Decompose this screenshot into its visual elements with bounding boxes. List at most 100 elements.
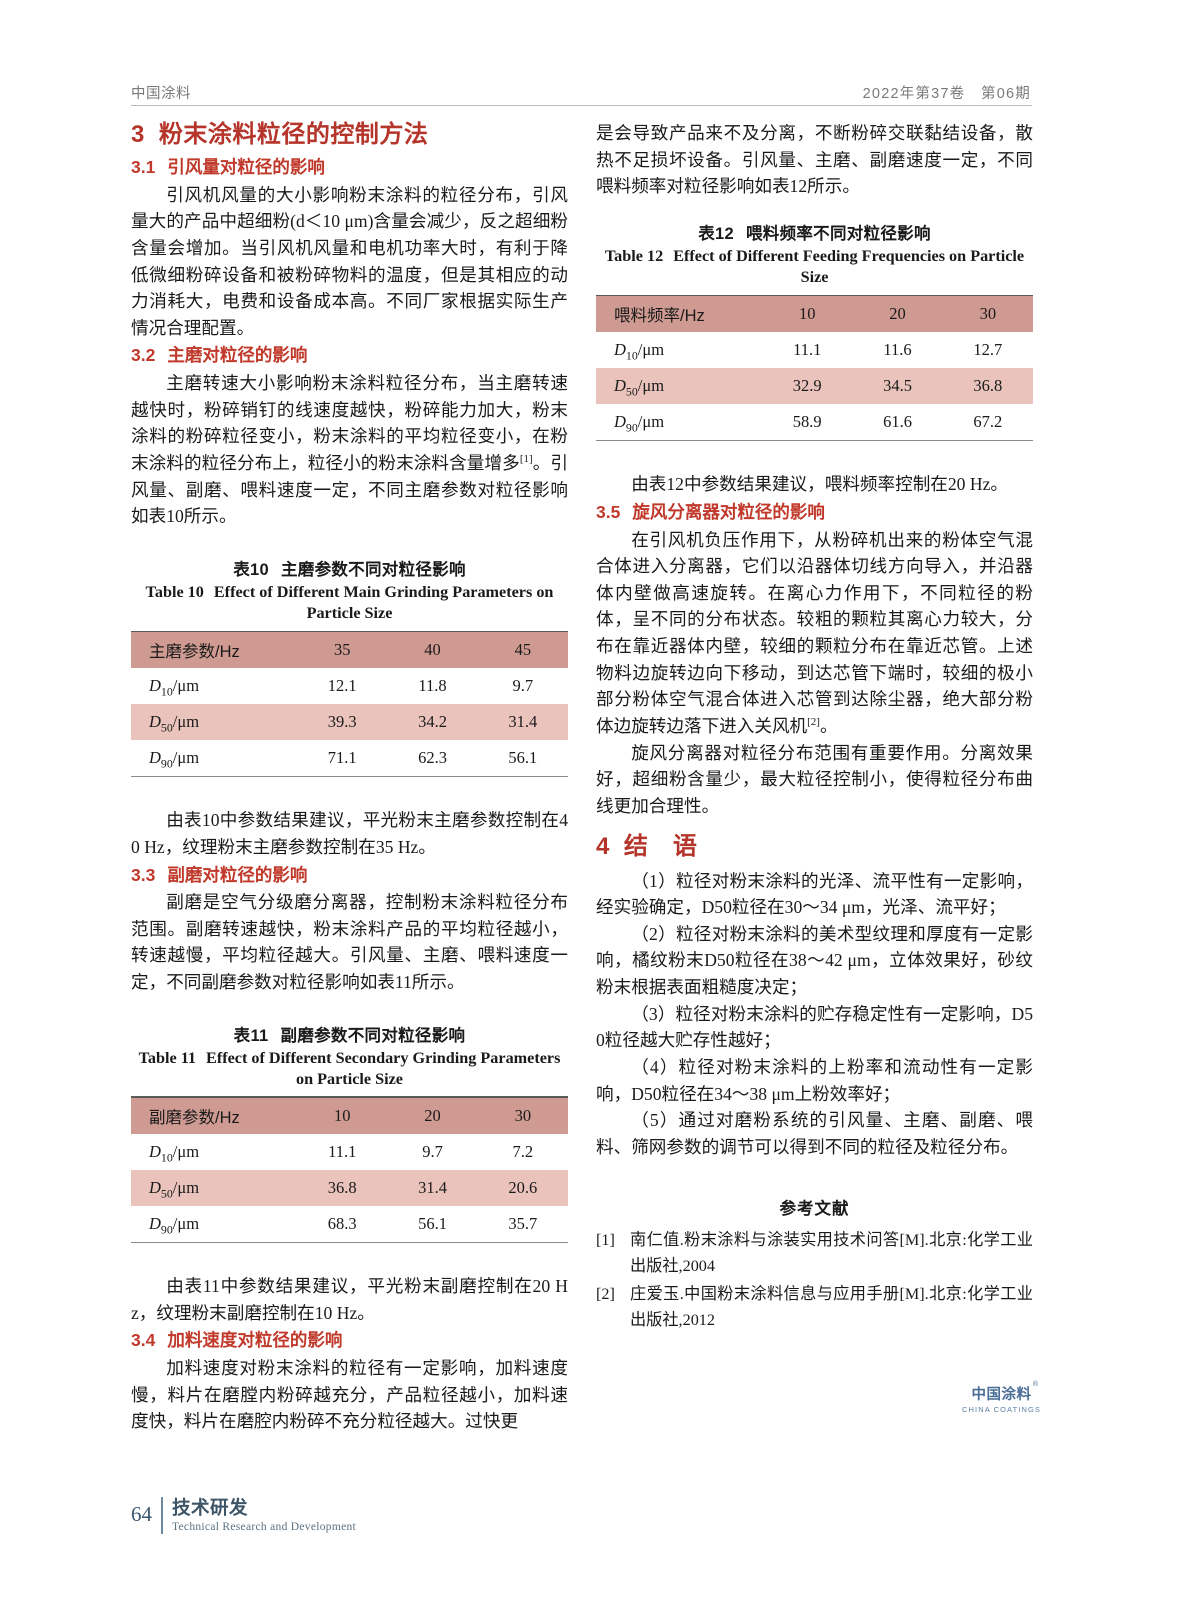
paragraph-after-table-10: 由表10中参数结果建议，平光粉末主磨参数控制在40 Hz，纹理粉末主磨参数控制在…: [131, 810, 568, 857]
conclusion-item-4: （4）粒径对粉末涂料的上粉率和流动性有一定影响，D50粒径在34～38 μm上粉…: [596, 1057, 1033, 1104]
table-12-row3-col3: 67.2: [973, 412, 1003, 432]
journal-name: 中国涂料: [131, 86, 191, 102]
table-10-row1-label: D10/μm: [149, 676, 200, 699]
paragraph-3-1: 引风机风量的大小影响粉末涂料的粒径分布，引风量大的产品中超细粉(d＜10 μm)…: [131, 184, 568, 338]
section-3-2-heading: 3.2 主磨对粒径的影响: [131, 344, 568, 368]
table-12-label-en: Table 12: [604, 246, 664, 265]
table-row: D50/μm 39.3 34.2 31.4: [131, 704, 568, 741]
table-12: 喂料频率/Hz 10 20 30 D10/μm 11.1 11.6 12.7 D…: [596, 296, 1033, 440]
paragraph-3-4: 加料速度对粉末涂料的粒径有一定影响，加料速度慢，料片在磨膛内粉碎越充分，产品粒径…: [131, 1357, 568, 1432]
table-11-block: 表11 副磨参数不同对粒径影响 Table 11 Effect of Differe…: [131, 1022, 568, 1244]
table-12-title-cn: 喂料频率不同对粒径影响: [745, 224, 931, 243]
footer-section-cn: 技术研发: [172, 1497, 249, 1519]
table-11-row3-col1: 68.3: [327, 1213, 357, 1233]
page-number: 64: [131, 1502, 152, 1526]
table-12-row3-col1: 58.9: [792, 412, 822, 432]
table-10-row2-label: D50/μm: [149, 712, 200, 735]
conclusion-item-2: （2）粒径对粉末涂料的美术型纹理和厚度有一定影响，橘纹粉末D50粒径在38～42…: [596, 923, 1033, 998]
brand-name-cn: 中国涂料 ®: [971, 1381, 1039, 1403]
table-11-header-col1: 10: [333, 1105, 351, 1125]
table-11-row3-col2: 56.1: [418, 1213, 447, 1233]
table-10-row3-col2: 62.3: [418, 748, 447, 768]
table-10-row3-label: D90/μm: [149, 748, 200, 771]
table-10-caption-cn: 表10 主磨参数不同对粒径影响: [131, 556, 568, 580]
table-12-block: 表12 喂料频率不同对粒径影响 Table 12 Effect of Differe…: [596, 220, 1033, 442]
citation-ref-1: [1]: [519, 453, 533, 466]
paragraph-3-3: 副磨是空气分级磨分离器，控制粉末涂料粒径分布范围。副磨转速越快，粉末涂料产品的平…: [131, 892, 568, 993]
reference-text: 庄爱玉.中国粉末涂料信息与应用手册[M].北京:化学工业出版社,2012: [630, 1285, 1033, 1330]
table-12-header-col3: 30: [979, 304, 997, 324]
section-4-number: 4: [596, 832, 610, 860]
table-10-bottom-rule: [131, 776, 568, 778]
table-11-title-cn: 副磨参数不同对粒径影响: [280, 1026, 466, 1045]
table-12-row3-label: D90/μm: [614, 412, 665, 435]
conclusion-item-5: （5）通过对磨粉系统的引风量、主磨、副磨、喂料、筛网参数的调节可以得到不同的粒径…: [596, 1110, 1033, 1157]
table-10-row3-col3: 56.1: [508, 748, 538, 768]
table-10-header-col2: 40: [424, 640, 441, 660]
table-11-header-col3: 30: [514, 1105, 532, 1125]
paragraph-after-table-12: 由表12中参数结果建议，喂料频率控制在20 Hz。: [631, 474, 1008, 495]
table-11-row3-label: D90/μm: [149, 1213, 200, 1237]
table-12-row2-col2: 34.5: [883, 376, 912, 396]
section-3-2-title: 主磨对粒径的影响: [167, 345, 308, 366]
table-10-row2-col2: 34.2: [418, 712, 447, 732]
table-12-row1-col2: 11.6: [883, 340, 912, 360]
table-12-title-en: Effect of Different Feeding Frequencies …: [673, 246, 1025, 287]
section-3-number: 3: [131, 121, 145, 148]
right-column: 是会导致产品来不及分离，不断粉碎交联黏结设备，散热不足损坏设备。引风量、主磨、副…: [596, 120, 1033, 1336]
table-11: 副磨参数/Hz 10 20 30 D10/μm 11.1 9.7 7.2 D50…: [131, 1097, 568, 1242]
citation-ref-2: [2]: [807, 716, 820, 729]
footer-divider: [161, 1497, 163, 1534]
table-11-row2-col1: 36.8: [327, 1177, 357, 1197]
paragraph-3-2-text-a: 主磨转速大小影响粉末涂料粒径分布，当主磨转速越快时，粉碎销钉的线速度越快，粉碎能…: [131, 373, 568, 474]
table-11-caption-en: Table 11 Effect of Different Secondary Gr…: [131, 1048, 568, 1091]
header-divider: [131, 105, 1032, 106]
left-column: 3 粉末涂料粒径的控制方法 3.1 引风量对粒径的影响 引风机风量的大小影响粉末涂料…: [131, 120, 568, 1435]
paragraph-3-5-b: 旋风分离器对粒径分布范围有重要作用。分离效果好，超细粉含量少，最大粒径控制小，使…: [596, 742, 1033, 816]
table-10-label-cn: 表10: [233, 560, 269, 579]
registered-trademark-icon: ®: [1032, 1381, 1039, 1388]
paragraph-after-table-11: 由表11中参数结果建议，平光粉末副磨控制在20 Hz，纹理粉末副磨控制在10 H…: [131, 1276, 568, 1323]
table-row: D10/μm 11.1 11.6 12.7: [596, 332, 1033, 368]
paragraph-3-2-text-b: 。引风量、副磨、喂料速度一定，不同主磨参数对粒径影响如表10所示。: [131, 453, 568, 527]
table-12-caption-en: Table 12 Effect of Different Feeding Freq…: [596, 246, 1033, 289]
brand-name-en: CHINA COATINGS: [962, 1405, 1042, 1414]
table-11-top-rule: [131, 1096, 568, 1098]
section-3-2-number: 3.2: [131, 345, 156, 366]
table-11-row1-col1: 11.1: [328, 1141, 357, 1161]
section-4-heading: 4 结 语: [596, 832, 1033, 862]
footer-section: 技术研发 Technical Research and Development: [172, 1497, 357, 1533]
table-11-bottom-rule: [131, 1241, 568, 1244]
section-3-heading: 3 粉末涂料粒径的控制方法: [131, 120, 568, 150]
table-11-row1-label: D10/μm: [149, 1141, 200, 1165]
table-row: D50/μm 32.9 34.5 36.8: [596, 368, 1033, 405]
table-10-caption-en: Table 10 Effect of Different Main Grindin…: [131, 582, 568, 625]
table-12-row3-col2: 61.6: [883, 412, 912, 432]
table-10-row3-col1: 71.1: [327, 748, 357, 768]
table-row: 主磨参数/Hz 35 40 45: [131, 632, 568, 669]
table-row: D90/μm 71.1 62.3 56.1: [131, 740, 568, 776]
table-12-row2-col1: 32.9: [792, 376, 822, 396]
reference-item: [1] 南仁值.粉末涂料与涂装实用技术问答[M].北京:化学工业出版社,2004: [596, 1227, 1033, 1279]
table-10-block: 表10 主磨参数不同对粒径影响 Table 10 Effect of Differe…: [131, 556, 568, 778]
table-11-row1-col2: 9.7: [422, 1141, 443, 1161]
table-12-top-rule: [596, 294, 1033, 297]
section-3-5-title: 旋风分离器对粒径的影响: [632, 501, 825, 522]
section-3-4-title: 加料速度对粒径的影响: [167, 1330, 343, 1351]
reference-marker: [2]: [596, 1285, 615, 1304]
table-12-header-col1: 10: [798, 304, 816, 324]
table-11-header-label: 副磨参数/Hz: [149, 1108, 240, 1127]
conclusion-item-3: （3）粒径对粉末涂料的贮存稳定性有一定影响，D50粒径越大贮存性越好；: [596, 1003, 1033, 1051]
footer-section-en: Technical Research and Development: [172, 1520, 357, 1533]
table-11-title-en: Effect of Different Secondary Grinding P…: [206, 1048, 561, 1089]
table-row: D90/μm 58.9 61.6 67.2: [596, 404, 1033, 440]
issue-info: 2022年第37卷 第06期: [862, 86, 1031, 102]
section-3-5-heading: 3.5 旋风分离器对粒径的影响: [596, 501, 1033, 525]
table-row: D10/μm 12.1 11.8 9.7: [131, 668, 568, 704]
table-12-row2-col3: 36.8: [973, 376, 1003, 396]
table-10-row2-col3: 31.4: [508, 712, 538, 732]
table-11-row2-col3: 20.6: [508, 1177, 538, 1197]
section-3-title: 粉末涂料粒径的控制方法: [158, 121, 429, 148]
table-10-header-label: 主磨参数/Hz: [149, 643, 240, 662]
section-3-3-number: 3.3: [131, 864, 156, 885]
